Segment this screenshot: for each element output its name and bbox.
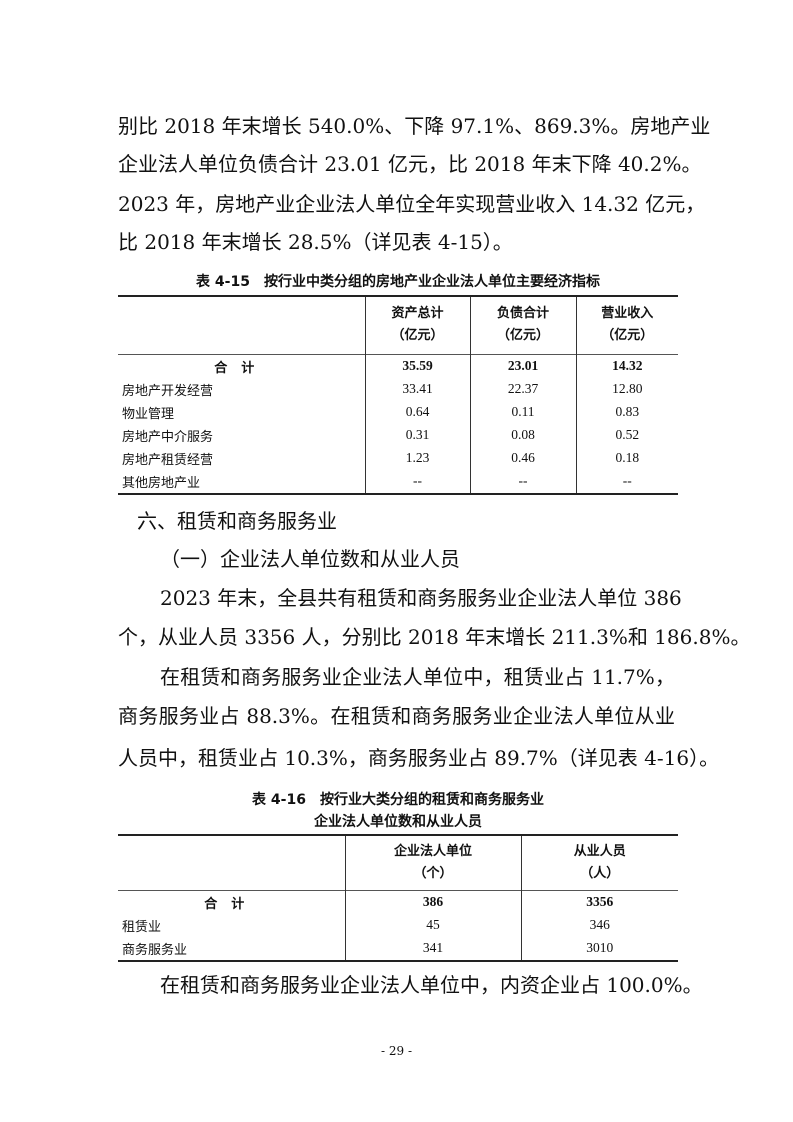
paragraph-line: 2023 年末，全县共有租赁和商务服务业企业法人单位 386 [160,586,682,610]
paragraph-line: 别比 2018 年末增长 540.0%、下降 97.1%、869.3%。房地产业 [118,114,711,138]
sub-heading: （一）企业法人单位数和从业人员 [160,547,460,571]
page-number: - 29 - [380,1044,412,1058]
column-header: 资产总计 （亿元） [364,296,470,354]
table-row: 合计 386 3356 [118,890,678,914]
paragraph-line: 企业法人单位负债合计 23.01 亿元，比 2018 年末下降 40.2%。 [118,152,702,176]
column-header: 企业法人单位 （个） [344,835,521,890]
table-4-15: 资产总计 （亿元） 负债合计 （亿元） 营业收入 （亿元） 合计 35.59 23.01 1… [118,295,678,495]
table-caption: 企业法人单位数和从业人员 [314,814,482,830]
table-row: 租赁业 45 346 [118,913,678,937]
table-row: 其他房地产业 -- -- -- [118,469,678,494]
table-row: 物业管理 0.64 0.11 0.83 [118,400,678,424]
table-row: 房地产租赁经营 1.23 0.46 0.18 [118,446,678,470]
table-caption: 表 4-16 按行业大类分组的租赁和商务服务业 [252,792,544,808]
paragraph-line: 比 2018 年末增长 28.5%（详见表 4-15）。 [118,230,513,254]
table-row: 商务服务业 341 3010 [118,936,678,961]
paragraph-line: 2023 年，房地产业企业法人单位全年实现营业收入 14.32 亿元， [118,192,706,216]
paragraph-line: 商务服务业占 88.3%。在租赁和商务服务业企业法人单位从业 [118,704,675,728]
table-row: 房地产中介服务 0.31 0.08 0.52 [118,423,678,447]
table-caption: 表 4-15 按行业中类分组的房地产业企业法人单位主要经济指标 [196,274,600,290]
paragraph-line: 人员中，租赁业占 10.3%，商务服务业占 89.7%（详见表 4-16）。 [118,746,720,770]
column-header: 负债合计 （亿元） [469,296,576,354]
table-header-row: 资产总计 （亿元） 负债合计 （亿元） 营业收入 （亿元） [118,296,678,354]
table-row: 合计 35.59 23.01 14.32 [118,354,678,378]
column-header: 营业收入 （亿元） [575,296,678,354]
section-heading: 六、租赁和商务服务业 [137,509,337,533]
paragraph-line: 在租赁和商务服务业企业法人单位中，租赁业占 11.7%， [160,665,675,689]
table-row: 房地产开发经营 33.41 22.37 12.80 [118,377,678,401]
column-header: 从业人员 （人） [520,835,678,890]
paragraph-line: 在租赁和商务服务业企业法人单位中，内资企业占 100.0%。 [160,973,703,997]
table-4-16: 企业法人单位 （个） 从业人员 （人） 合计 386 3356 租赁业 45 346 商务服… [118,834,678,962]
paragraph-line: 个，从业人员 3356 人，分别比 2018 年末增长 211.3%和 186.… [118,625,751,649]
table-header-row: 企业法人单位 （个） 从业人员 （人） [118,835,678,890]
